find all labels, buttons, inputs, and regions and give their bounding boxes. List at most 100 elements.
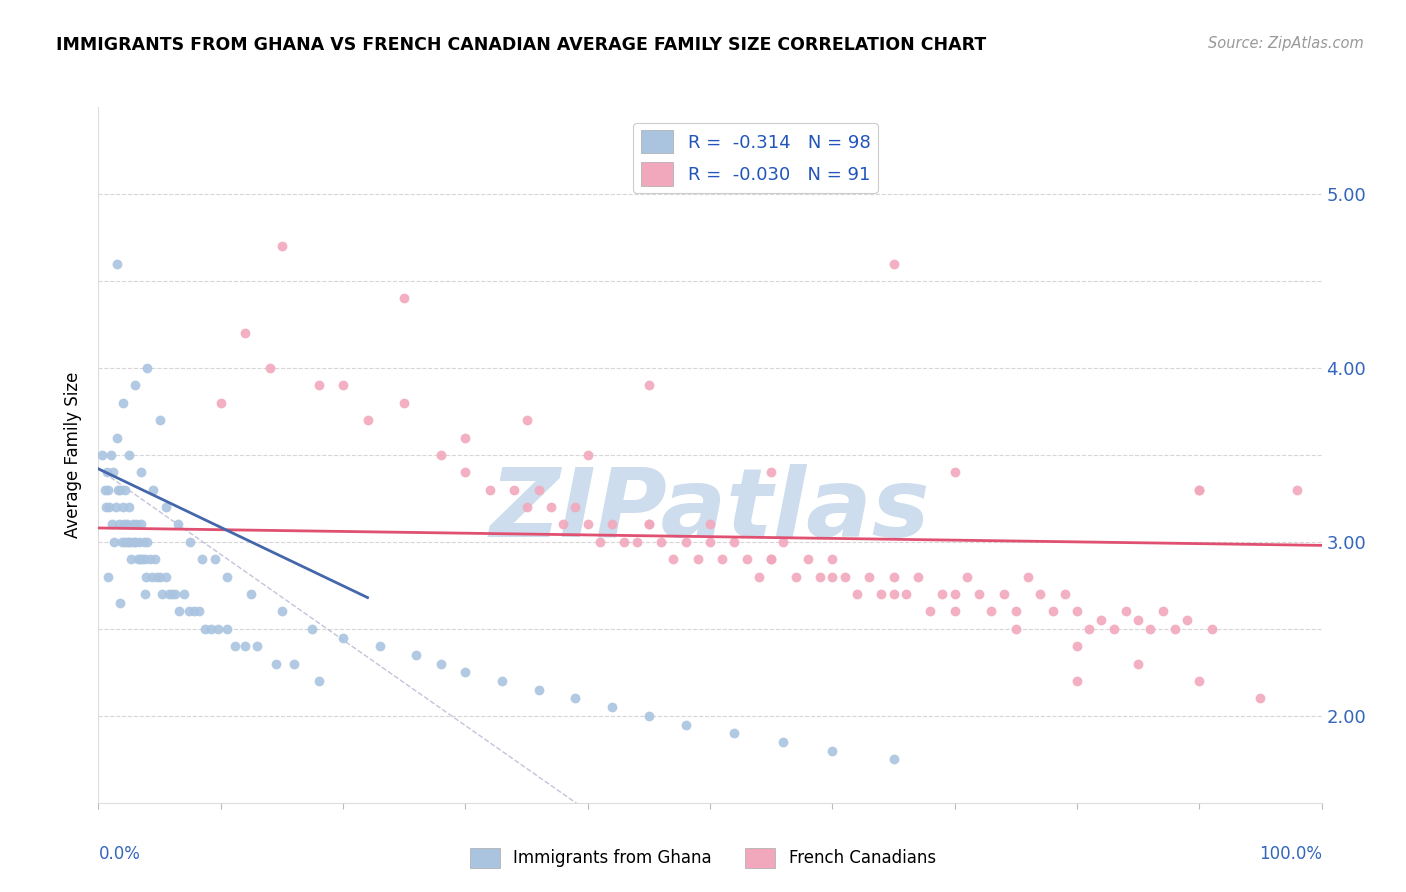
Point [834,570,856,584]
Point [127,552,149,566]
Point [980,605,1002,619]
Point [454,466,477,480]
Point [118,500,141,514]
Point [143,552,166,566]
Point [97,570,120,584]
Point [858,570,880,584]
Point [686,552,709,566]
Point [650,535,672,549]
Legend: Immigrants from Ghana, French Canadians: Immigrants from Ghana, French Canadians [464,841,942,875]
Point [356,413,378,427]
Point [785,570,807,584]
Text: ZIPatlas: ZIPatlas [489,464,931,558]
Point [131,552,153,566]
Point [1090,613,1112,627]
Point [821,744,844,758]
Point [1066,605,1088,619]
Point [675,717,697,731]
Point [1286,483,1309,497]
Point [118,448,141,462]
Point [503,483,526,497]
Point [748,570,770,584]
Point [104,500,127,514]
Point [1139,622,1161,636]
Point [600,517,623,532]
Point [177,605,200,619]
Point [135,570,157,584]
Point [259,361,281,376]
Point [1004,622,1026,636]
Point [94,500,117,514]
Point [332,378,354,392]
Point [845,587,868,601]
Point [1078,622,1101,636]
Point [870,587,893,601]
Point [1053,587,1076,601]
Point [112,517,135,532]
Point [600,700,623,714]
Point [101,517,124,532]
Point [956,570,979,584]
Point [149,413,172,427]
Text: 100.0%: 100.0% [1258,845,1322,863]
Point [454,431,477,445]
Point [516,413,538,427]
Point [1004,605,1026,619]
Point [491,674,513,689]
Point [124,535,146,549]
Point [527,483,550,497]
Point [564,691,586,706]
Point [392,291,416,305]
Point [187,605,209,619]
Point [1128,657,1150,671]
Point [142,483,165,497]
Point [129,552,152,566]
Point [146,570,169,584]
Point [136,361,159,376]
Point [1017,570,1039,584]
Text: IMMIGRANTS FROM GHANA VS FRENCH CANADIAN AVERAGE FAMILY SIZE CORRELATION CHART: IMMIGRANTS FROM GHANA VS FRENCH CANADIAN… [56,36,987,54]
Point [761,552,783,566]
Point [576,448,599,462]
Point [662,552,685,566]
Point [105,257,128,271]
Point [797,552,820,566]
Point [576,517,599,532]
Point [103,535,125,549]
Point [167,605,190,619]
Point [931,587,953,601]
Point [117,535,139,549]
Point [638,517,661,532]
Point [943,466,966,480]
Point [167,517,190,532]
Point [122,535,145,549]
Point [723,535,745,549]
Text: Source: ZipAtlas.com: Source: ZipAtlas.com [1208,36,1364,51]
Point [638,378,661,392]
Point [111,396,134,410]
Point [183,605,205,619]
Point [301,622,323,636]
Point [1188,483,1211,497]
Point [240,587,263,601]
Point [1042,605,1064,619]
Point [141,570,163,584]
Point [157,587,180,601]
Point [540,500,562,514]
Point [808,570,831,584]
Point [1128,613,1150,627]
Point [105,431,128,445]
Point [883,752,905,766]
Point [699,535,721,549]
Point [215,622,238,636]
Point [132,535,155,549]
Point [1175,613,1198,627]
Point [430,657,453,671]
Point [638,708,661,723]
Point [920,605,942,619]
Point [134,587,156,601]
Point [1066,674,1088,689]
Legend: R =  -0.314   N = 98, R =  -0.030   N = 91: R = -0.314 N = 98, R = -0.030 N = 91 [634,123,877,193]
Point [139,552,162,566]
Point [150,587,173,601]
